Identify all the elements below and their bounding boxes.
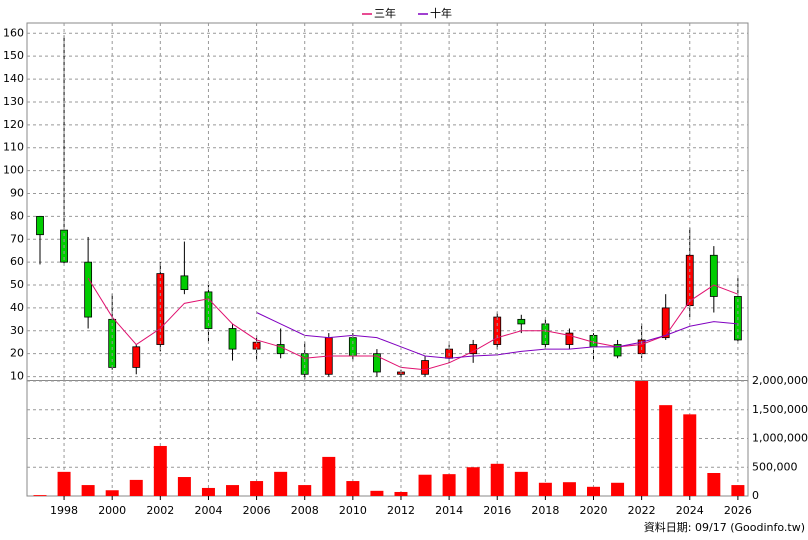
x-tick-label: 2006: [243, 504, 271, 517]
y-tick-label: 20: [10, 347, 24, 360]
x-tick-label: 2008: [291, 504, 319, 517]
y-tick-label: 70: [10, 232, 24, 245]
x-tick-label: 2024: [676, 504, 704, 517]
volume-bar: [707, 473, 721, 496]
volume-bar: [33, 495, 47, 496]
volume-bar: [177, 477, 191, 496]
volume-bar: [105, 490, 119, 496]
volume-bar: [274, 471, 288, 496]
volume-bar: [322, 456, 336, 496]
y-tick-label: 130: [3, 95, 24, 108]
x-tick-label: 2012: [387, 504, 415, 517]
volume-bar: [201, 487, 215, 496]
volume-bar: [635, 381, 649, 496]
y-tick-label: 60: [10, 255, 24, 268]
candle-body: [661, 307, 670, 339]
candle-body: [421, 360, 429, 375]
candle-body: [36, 215, 44, 236]
candle-body: [228, 328, 237, 350]
x-tick-label: 2016: [483, 504, 511, 517]
source-note: 資料日期: 09/17 (Goodinfo.tw): [644, 520, 805, 534]
volume-bar: [442, 474, 456, 496]
x-tick-label: 2010: [339, 504, 367, 517]
volume-bar: [611, 482, 625, 496]
x-tick-label: 2022: [628, 504, 656, 517]
x-tick-label: 2018: [531, 504, 559, 517]
y-tick-label: 30: [10, 324, 24, 337]
candle-body: [517, 318, 526, 325]
volume-bar: [298, 485, 312, 496]
candle-body: [685, 254, 694, 307]
volume-bar: [659, 405, 673, 496]
volume-bar: [129, 479, 143, 496]
y2-tick-label: 1,000,000: [752, 432, 808, 445]
y-tick-label: 50: [10, 278, 24, 291]
candle-body: [84, 261, 93, 318]
candle-body: [373, 353, 381, 373]
candle-body: [204, 291, 213, 329]
candle-body: [613, 344, 622, 357]
y-tick-label: 140: [3, 72, 24, 85]
volume-bar: [81, 485, 95, 496]
candle-body: [276, 344, 285, 355]
volume-bar: [57, 471, 71, 496]
x-tick-label: 2026: [724, 504, 752, 517]
x-tick-label: 2014: [435, 504, 463, 517]
y-tick-label: 90: [10, 186, 24, 199]
volume-bar: [418, 474, 432, 496]
candle-body: [180, 275, 189, 291]
plot-frame: [26, 22, 749, 497]
x-tick-label: 2020: [580, 504, 608, 517]
volume-bar: [466, 467, 480, 496]
volume-bar: [731, 485, 745, 496]
y-tick-label: 110: [3, 141, 24, 154]
x-tick-label: 2002: [146, 504, 174, 517]
y-tick-label: 160: [3, 26, 24, 39]
candle-body: [156, 273, 165, 345]
legend-label: 十年: [430, 6, 452, 20]
x-tick-label: 1998: [50, 504, 78, 517]
candle-body: [132, 346, 141, 368]
y2-tick-label: 0: [752, 489, 759, 502]
candle-body: [709, 254, 718, 297]
volume-bar: [490, 463, 504, 496]
volume-bar: [370, 490, 384, 496]
x-tick-label: 2004: [194, 504, 222, 517]
y-tick-label: 80: [10, 209, 24, 222]
y2-tick-label: 500,000: [752, 460, 798, 473]
volume-bar: [394, 491, 408, 496]
volume-bar: [226, 485, 240, 496]
volume-bar: [683, 414, 697, 496]
volume-bar: [346, 481, 360, 496]
y2-tick-label: 1,500,000: [752, 403, 808, 416]
y2-tick-label: 2,000,000: [752, 374, 808, 387]
volume-bar: [538, 482, 552, 496]
y-tick-label: 100: [3, 164, 24, 177]
volume-bar: [250, 481, 264, 496]
volume-bar: [514, 471, 528, 496]
y-tick-label: 40: [10, 301, 24, 314]
candle-body: [565, 332, 574, 345]
legend-label: 三年: [374, 6, 396, 20]
volume-bar: [153, 445, 167, 496]
y-tick-label: 10: [10, 370, 24, 383]
y-tick-label: 150: [3, 49, 24, 62]
volume-bar: [587, 486, 600, 496]
moving-average-line: [87, 277, 739, 371]
volume-bar: [562, 482, 576, 496]
x-tick-label: 2000: [98, 504, 126, 517]
y-tick-label: 120: [3, 118, 24, 131]
